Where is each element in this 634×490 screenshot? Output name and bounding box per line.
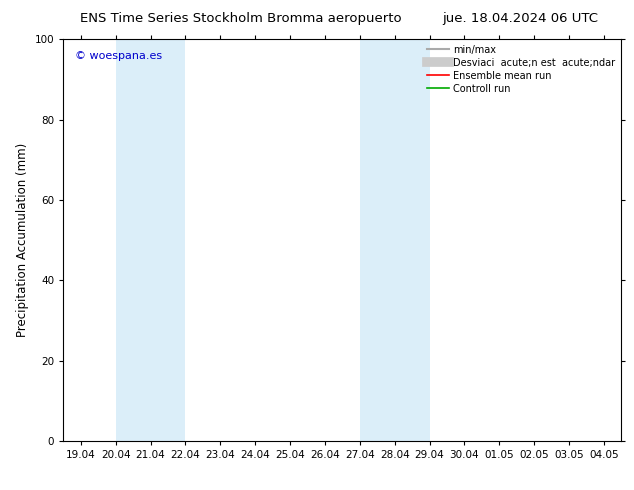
Bar (359, 39, 429, 441)
Bar (116, 39, 185, 441)
Y-axis label: Precipitation Accumulation (mm): Precipitation Accumulation (mm) (16, 143, 29, 337)
Text: jue. 18.04.2024 06 UTC: jue. 18.04.2024 06 UTC (442, 12, 598, 25)
Text: ENS Time Series Stockholm Bromma aeropuerto: ENS Time Series Stockholm Bromma aeropue… (80, 12, 402, 25)
Legend: min/max, Desviaci  acute;n est  acute;ndar, Ensemble mean run, Controll run: min/max, Desviaci acute;n est acute;ndar… (424, 41, 619, 98)
Text: © woespana.es: © woespana.es (75, 51, 162, 61)
